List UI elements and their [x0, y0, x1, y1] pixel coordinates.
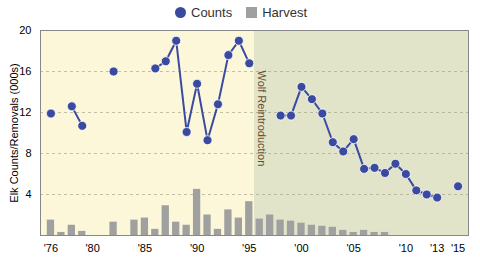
html-text:Harvest: Harvest	[262, 4, 307, 20]
svg-text:12: 12	[19, 106, 31, 118]
svg-text:'13: '13	[430, 242, 444, 254]
svg-text:'76: '76	[44, 242, 58, 254]
svg-text:'80: '80	[86, 242, 100, 254]
svg-text:4: 4	[25, 188, 31, 200]
svg-text:16: 16	[19, 65, 31, 77]
html-text:Counts: Counts	[191, 4, 233, 20]
svg-text:'10: '10	[399, 242, 413, 254]
svg-text:Wolf Reintroduction: Wolf Reintroduction	[256, 71, 268, 167]
svg-text:'85: '85	[138, 242, 152, 254]
svg-text:'15: '15	[451, 242, 465, 254]
svg-text:'95: '95	[242, 242, 256, 254]
svg-text:8: 8	[25, 147, 31, 159]
svg-text:20: 20	[19, 24, 31, 36]
svg-text:'00: '00	[294, 242, 308, 254]
svg-text:'90: '90	[190, 242, 204, 254]
svg-text:'05: '05	[346, 242, 360, 254]
svg-text:Elk Counts/Removals (000s): Elk Counts/Removals (000s)	[8, 63, 20, 202]
